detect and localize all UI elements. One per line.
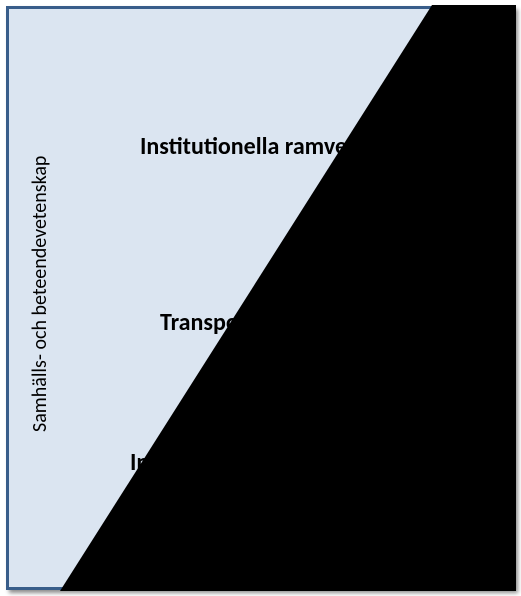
mask-polygon — [60, 5, 516, 591]
diagram-frame: Samhälls- och beteendevetenskap Institut… — [0, 0, 521, 596]
diagonal-mask — [0, 0, 521, 596]
